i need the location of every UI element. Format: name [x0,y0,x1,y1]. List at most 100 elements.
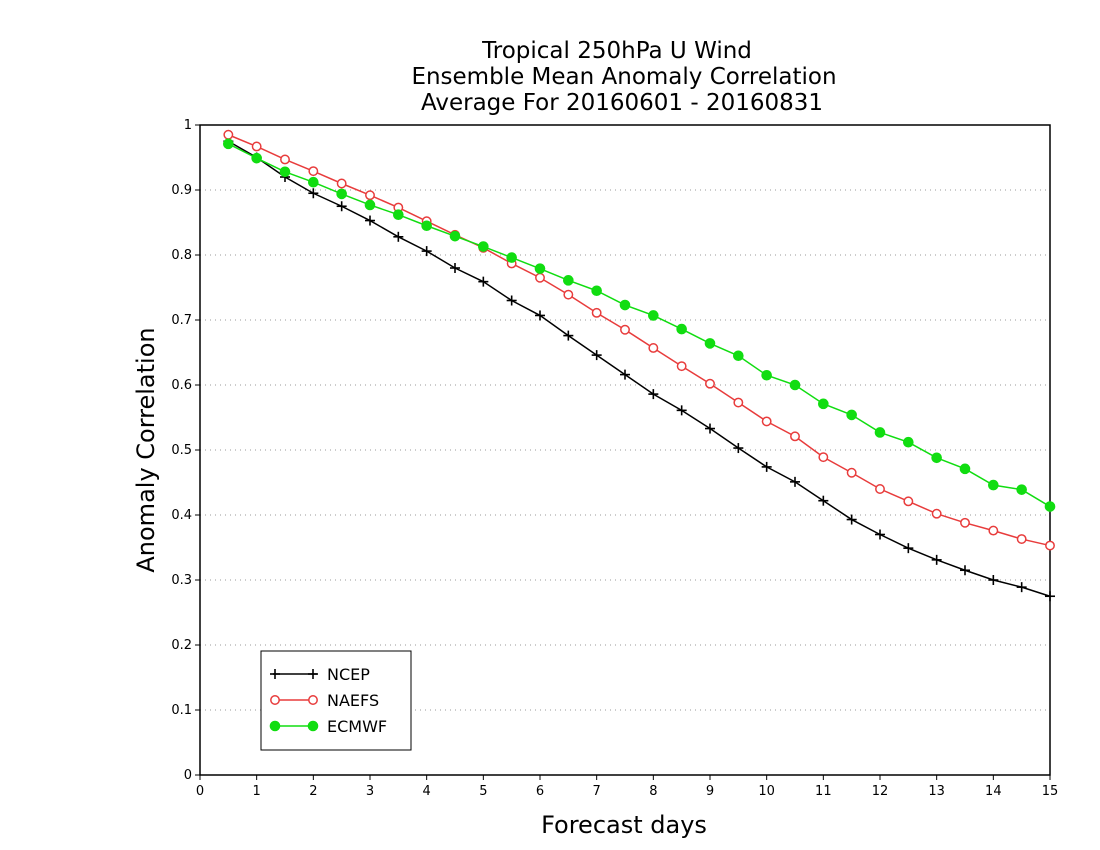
data-point [421,246,432,257]
data-point [761,461,772,472]
data-point [733,443,744,454]
data-point [270,695,280,705]
data-point [960,517,970,528]
data-point [818,398,829,410]
legend-label: ECMWF [327,717,387,736]
data-point [733,397,744,408]
data-point [931,554,942,565]
legend-item: NCEP [270,665,370,684]
data-point [535,310,545,321]
data-point [959,463,971,475]
data-point [620,324,630,335]
data-point [223,138,234,150]
y-tick-label: 0.7 [171,313,192,328]
data-point [931,452,942,464]
data-point [1016,534,1027,544]
data-point [251,152,262,164]
data-point [620,369,630,380]
data-point [270,669,280,679]
x-tick-label: 15 [1042,784,1059,799]
data-point [251,141,262,152]
y-tick-label: 0.3 [171,573,192,588]
data-point [874,427,886,438]
series-ecmwf [223,138,1056,512]
data-point [846,467,857,478]
data-point [931,508,942,519]
data-point [960,565,970,576]
y-tick-label: 0.1 [171,703,192,718]
data-point [705,378,715,389]
data-point [676,323,687,335]
series-ncep [223,136,1055,602]
data-point [421,220,432,232]
data-point [365,190,375,201]
data-point [506,252,517,263]
y-axis-title: Anomaly Correlation [132,327,160,572]
x-tick-label: 3 [366,784,374,799]
data-point [761,369,772,381]
title-line-1: Tropical 250hPa U Wind [481,38,752,64]
data-point [988,479,999,491]
data-point [563,289,574,300]
chart-title: Tropical 250hPa U Wind Ensemble Mean Ano… [411,38,836,116]
series-line [228,134,1051,547]
data-point [648,310,659,321]
y-tick-label: 0.6 [171,378,192,393]
data-point [280,154,290,165]
data-point [988,525,999,536]
data-point [506,295,517,306]
title-line-2: Ensemble Mean Anomaly Correlation [411,64,836,90]
legend-label: NAEFS [327,691,379,710]
x-axis-title: Forecast days [541,811,707,839]
legend-item: ECMWF [269,717,387,736]
x-tick-label: 2 [309,784,317,799]
data-point [875,529,885,540]
data-point [846,409,857,421]
x-tick-label: 7 [593,784,601,799]
data-point [761,416,772,427]
data-point [903,543,914,554]
legend-box [260,650,412,751]
data-point [364,199,376,211]
y-tick-label: 0.9 [171,183,192,198]
x-tick-label: 10 [758,784,775,799]
gridlines [200,189,1050,711]
y-tick-label: 1 [184,118,192,133]
data-point [1016,582,1027,593]
x-tick-label: 12 [872,784,889,799]
data-point [269,720,281,732]
data-point [790,431,800,442]
x-tick-label: 8 [649,784,657,799]
data-point [336,188,347,200]
data-point [393,231,404,242]
data-point [223,129,234,140]
data-point [733,350,744,362]
legend-item: NAEFS [270,691,379,710]
data-point [449,230,461,242]
series [223,129,1056,602]
data-point [336,201,347,212]
x-tick-label: 6 [536,784,544,799]
legend: NCEP NAEFS ECMWF [260,650,412,751]
data-point [308,188,319,199]
data-point [790,476,800,487]
y-tick-label: 0 [184,768,192,783]
data-point [818,452,829,463]
data-point [1044,501,1056,512]
series-line [227,143,1051,508]
data-point [534,263,546,274]
series-naefs [223,129,1055,551]
data-point [563,275,574,286]
data-point [676,405,687,416]
data-point [307,720,319,732]
data-point [393,209,404,220]
data-point [1045,540,1055,551]
data-point [903,436,914,448]
x-tick-label: 0 [196,784,204,799]
data-point [591,307,602,318]
data-point [619,299,631,311]
data-point [648,389,659,400]
data-point [336,178,347,189]
data-point [308,669,318,679]
